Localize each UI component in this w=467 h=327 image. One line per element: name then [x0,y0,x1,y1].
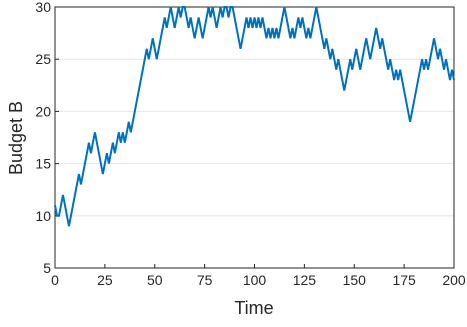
x-tick-label: 175 [392,272,416,288]
y-tick-label: 30 [35,0,51,15]
x-tick-label: 100 [243,272,267,288]
x-tick-label: 125 [293,272,317,288]
data-line [54,6,455,227]
y-tick-label: 20 [35,103,51,119]
plot-frame [54,6,455,269]
x-axis-label: Time [234,298,273,318]
x-tick-label: 200 [442,272,466,288]
x-tick-label: 50 [147,272,163,288]
y-tick-label: 25 [35,51,51,67]
x-tick-label: 75 [197,272,213,288]
x-tick-label: 150 [343,272,367,288]
y-tick-label: 5 [43,260,51,276]
y-tick-label: 15 [35,156,51,172]
y-axis-label: Budget B [6,101,26,175]
y-tick-label: 10 [35,208,51,224]
x-tick-label: 25 [97,272,113,288]
x-tick-label: 0 [51,272,59,288]
